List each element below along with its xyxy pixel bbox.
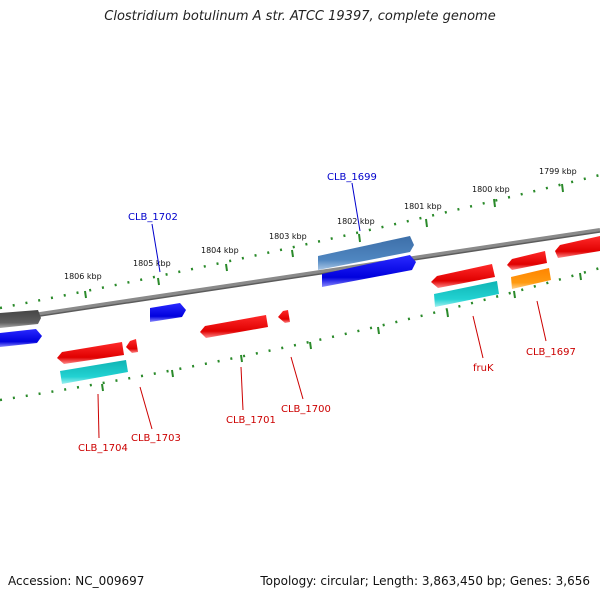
inner-major-ticks <box>101 272 582 392</box>
inner-tick-track <box>0 266 600 402</box>
gene-arrow <box>57 342 124 364</box>
gene-arrow <box>434 281 499 307</box>
gene-label: CLB_1701 <box>226 415 276 426</box>
gene-arrow <box>507 251 547 270</box>
scale-label: 1802 kbp <box>337 217 375 226</box>
gene-label: CLB_1699 <box>327 172 377 183</box>
gene-arrow <box>431 264 495 288</box>
scale-label: 1800 kbp <box>472 185 510 194</box>
scale-label: 1803 kbp <box>269 232 307 241</box>
scale-label: 1806 kbp <box>64 272 102 281</box>
gene-arrow <box>0 310 41 328</box>
gene-arrow <box>278 310 290 323</box>
scale-labels: 1806 kbp 1805 kbp 1804 kbp 1803 kbp 1802… <box>64 167 577 281</box>
reverse-gene-labels: CLB_1704 CLB_1703 CLB_1701 CLB_1700 fruK… <box>78 347 576 454</box>
reverse-genes <box>57 251 551 384</box>
reverse-label-lines <box>97 300 547 439</box>
gene-label: fruK <box>473 363 494 374</box>
forward-genes <box>0 236 600 328</box>
map-title: Clostridium botulinum A str. ATCC 19397,… <box>104 9 496 24</box>
gene-arrow <box>0 329 42 347</box>
scale-label: 1804 kbp <box>201 246 239 255</box>
gene-arrow <box>60 360 128 384</box>
gene-arrow <box>126 339 138 353</box>
accession-text: Accession: NC_009697 <box>8 574 145 588</box>
forward-label-lines <box>151 182 361 273</box>
gene-label: CLB_1700 <box>281 404 331 415</box>
forward-gene-labels: CLB_1702 CLB_1699 <box>128 172 377 223</box>
scale-label: 1801 kbp <box>404 202 442 211</box>
scale-label: 1799 kbp <box>539 167 577 176</box>
gene-label: CLB_1703 <box>131 433 181 444</box>
gene-label: CLB_1704 <box>78 443 128 454</box>
genome-stats-text: Topology: circular; Length: 3,863,450 bp… <box>260 574 590 588</box>
outer-major-ticks <box>84 183 564 299</box>
gene-label: CLB_1697 <box>526 347 576 358</box>
scale-label: 1805 kbp <box>133 259 171 268</box>
gene-arrow <box>555 236 600 258</box>
gene-arrow <box>318 236 414 270</box>
gene-arrow <box>511 268 551 289</box>
gene-arrow <box>200 315 268 338</box>
gene-label: CLB_1702 <box>128 212 178 223</box>
gene-arrow <box>150 303 186 322</box>
backbone-arc-shadow <box>0 231 600 323</box>
gene-arrow <box>322 255 416 287</box>
backbone-arc <box>0 228 600 322</box>
